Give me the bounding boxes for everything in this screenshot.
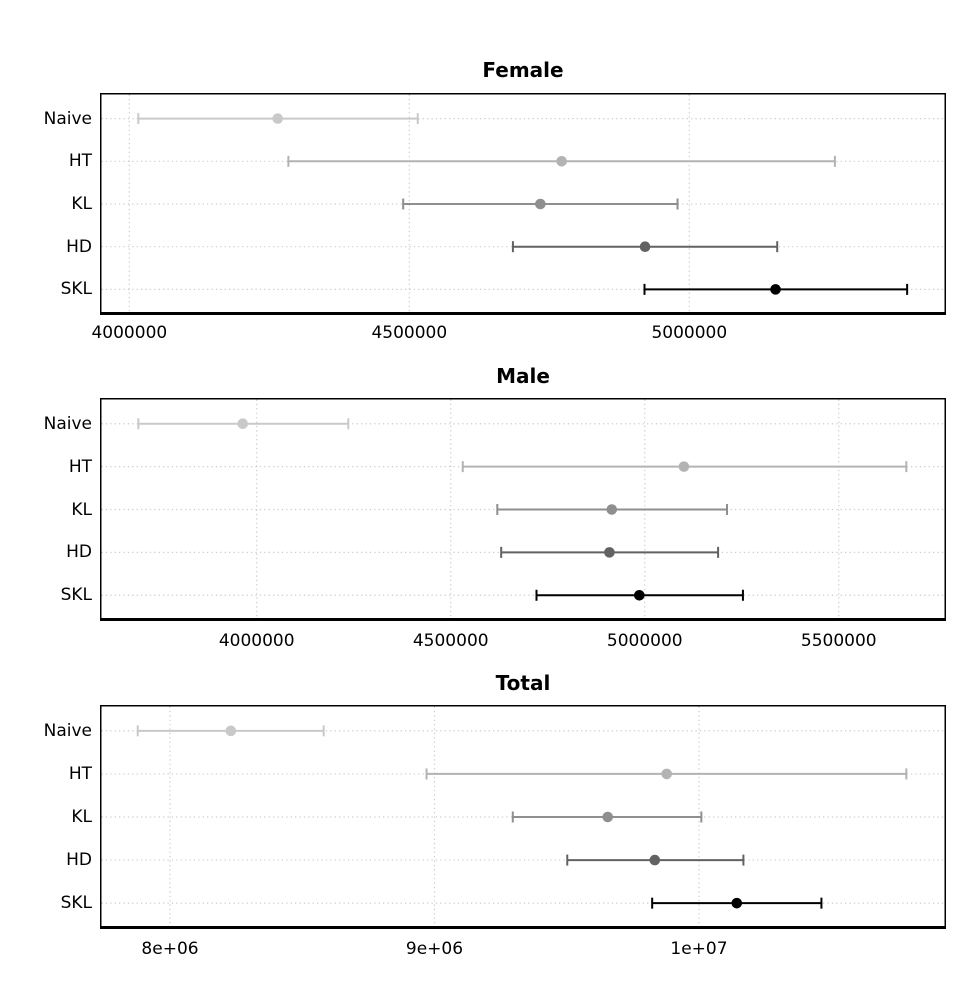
y-axis-label: KL (71, 194, 92, 214)
panel-title: Female (482, 58, 564, 82)
panel-canvas (100, 398, 946, 621)
y-axis-label: HT (68, 763, 92, 784)
y-axis-label: HD (66, 542, 92, 563)
x-axis-labels: 4000000 4500000 5000000 (91, 322, 946, 346)
x-axis-label: 4000000 (91, 323, 168, 343)
y-axis-label: SKL (60, 279, 92, 300)
y-axis-label: SKL (60, 893, 92, 914)
x-axis-label: 9e+06 (405, 939, 464, 959)
point-estimate (678, 461, 690, 472)
y-axis-label: HT (68, 456, 92, 477)
y-axis-label: HD (66, 850, 92, 871)
point-estimate (602, 811, 614, 823)
x-axis-label: 8e+06 (141, 939, 199, 959)
y-axis-label: KL (71, 499, 92, 520)
x-axis-labels: 4000000 4500000 5000000 5500000 (100, 630, 946, 654)
point-estimate (237, 418, 249, 430)
y-axis-label: KL (71, 807, 92, 827)
x-axis-label: 4000000 (218, 631, 295, 651)
panel-canvas (100, 93, 946, 315)
x-axis-label: 4500000 (371, 323, 448, 343)
point-estimate (606, 504, 618, 515)
x-axis-label: 5500000 (800, 631, 877, 651)
point-estimate (661, 768, 673, 780)
panel-title: Total (495, 671, 551, 695)
point-estimate (604, 547, 615, 558)
point-estimate (770, 284, 781, 295)
x-axis-label: 5000000 (651, 323, 728, 343)
point-estimate (634, 589, 645, 601)
plot-area (100, 93, 946, 315)
y-axis-labels: Naive HT KL HD SKL (0, 398, 92, 621)
x-axis-label: 1e+07 (670, 939, 728, 959)
y-axis-label: Naive (43, 413, 92, 434)
x-axis-label: 5000000 (606, 631, 683, 651)
y-axis-label: SKL (60, 585, 92, 606)
point-estimate (639, 241, 651, 252)
y-axis-labels: Naive HT KL HD SKL (0, 93, 92, 315)
panel-title: Male (496, 364, 550, 388)
plot-area (100, 398, 946, 621)
y-axis-labels: Naive HT KL HD SKL (0, 705, 92, 929)
point-estimate (649, 854, 661, 866)
point-estimate (535, 198, 546, 210)
point-estimate (556, 156, 567, 167)
y-axis-label: HT (68, 151, 92, 172)
x-axis-labels: 8e+06 9e+06 1e+07 (100, 938, 946, 962)
y-axis-label: Naive (43, 108, 92, 129)
point-estimate (731, 897, 743, 909)
plot-area (100, 705, 946, 929)
y-axis-label: HD (66, 236, 92, 257)
y-axis-label: Naive (43, 720, 92, 741)
x-axis-label: 4500000 (412, 631, 489, 651)
panel-canvas (100, 705, 946, 929)
point-estimate (272, 113, 284, 124)
point-estimate (225, 725, 237, 737)
